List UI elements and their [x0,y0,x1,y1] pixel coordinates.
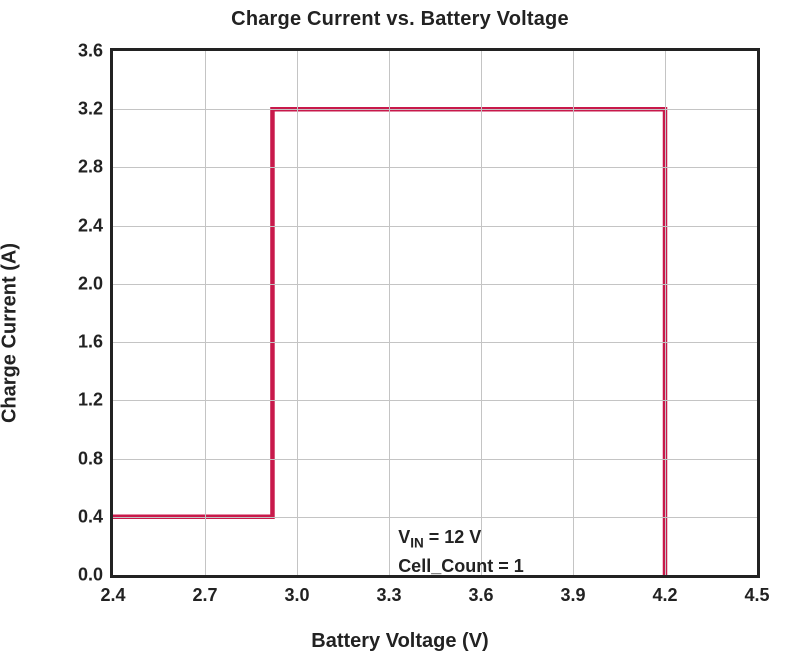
y-tick-label: 3.6 [43,41,113,62]
grid-line-horizontal [113,109,757,110]
chart-title: Charge Current vs. Battery Voltage [0,8,800,31]
x-axis-label: Battery Voltage (V) [0,630,800,653]
grid-line-vertical [389,51,390,575]
x-tick-label: 3.9 [543,575,603,606]
x-tick-label: 3.6 [451,575,511,606]
grid-line-vertical [205,51,206,575]
grid-line-vertical [297,51,298,575]
grid-line-horizontal [113,517,757,518]
grid-line-horizontal [113,400,757,401]
grid-line-vertical [573,51,574,575]
y-tick-label: 1.6 [43,332,113,353]
grid-line-vertical [665,51,666,575]
y-tick-label: 1.2 [43,390,113,411]
y-tick-label: 3.2 [43,99,113,120]
grid-line-horizontal [113,342,757,343]
grid-line-horizontal [113,226,757,227]
x-tick-label: 2.7 [175,575,235,606]
chart-annotation: VIN = 12 VCell_Count = 1 [398,524,524,579]
grid-line-horizontal [113,284,757,285]
y-tick-label: 0.8 [43,448,113,469]
plot-area: 2.42.73.03.33.63.94.24.50.00.40.81.21.62… [110,48,760,578]
x-tick-label: 3.3 [359,575,419,606]
y-tick-label: 2.8 [43,157,113,178]
x-tick-label: 4.5 [727,575,787,606]
chart-container: Charge Current vs. Battery Voltage Charg… [0,0,800,665]
y-tick-label: 2.4 [43,215,113,236]
y-axis-label: Charge Current (A) [0,242,22,422]
grid-line-horizontal [113,167,757,168]
x-tick-label: 4.2 [635,575,695,606]
y-tick-label: 0.4 [43,506,113,527]
y-tick-label: 2.0 [43,273,113,294]
grid-line-vertical [481,51,482,575]
chart-trace [113,51,757,575]
y-tick-label: 0.0 [43,565,113,586]
grid-line-horizontal [113,459,757,460]
x-tick-label: 3.0 [267,575,327,606]
